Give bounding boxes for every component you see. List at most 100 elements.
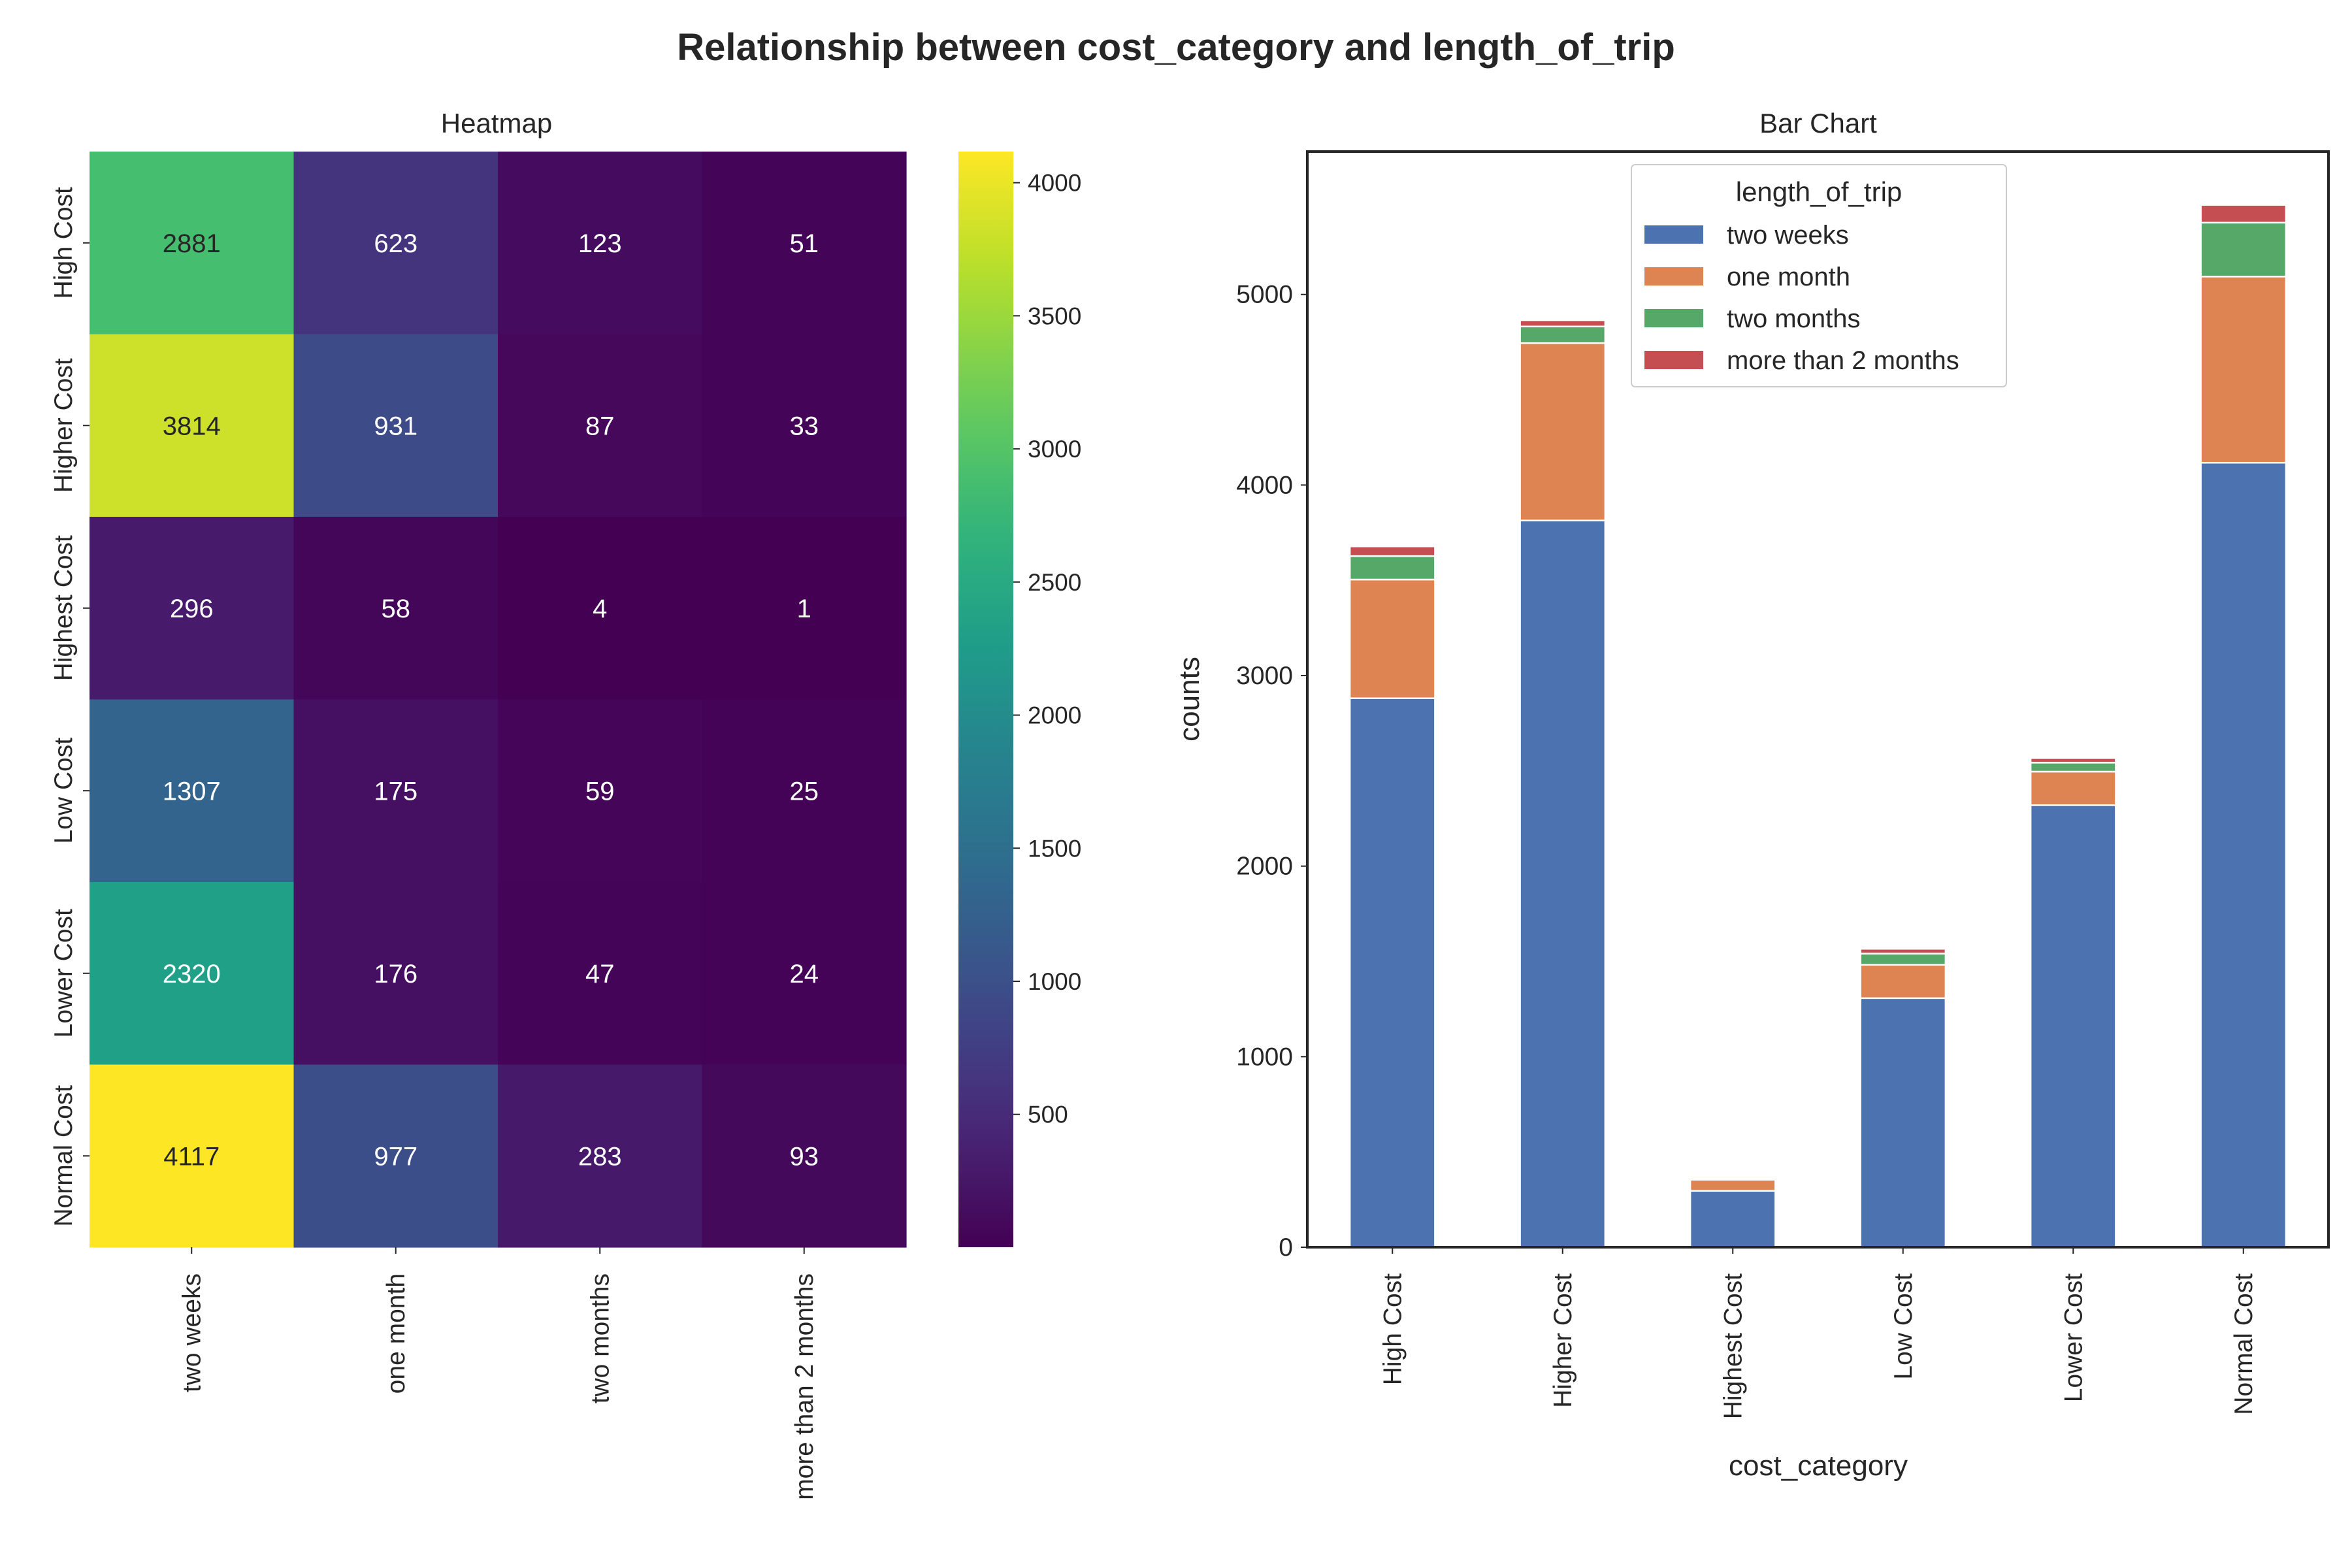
bar-y-tick-label: 3000 [1236, 662, 1293, 690]
heatmap-cell [293, 152, 498, 335]
colorbar-tick-label: 500 [1028, 1102, 1068, 1128]
legend-label: one month [1727, 263, 1850, 291]
bar-segment [1859, 948, 1947, 955]
bar-y-tick-label: 4000 [1236, 471, 1293, 499]
heatmap-column-label: two months [586, 1273, 614, 1403]
colorbar-tick-label: 3500 [1028, 302, 1081, 329]
heatmap-column-label: one month [382, 1273, 410, 1394]
heatmap-cell-label: 58 [382, 595, 411, 623]
heatmap-cell-label: 24 [790, 960, 819, 988]
legend-box [1631, 164, 2007, 387]
heatmap-cell [702, 882, 907, 1066]
bar-segment [2029, 804, 2117, 1249]
bar-segment [1689, 1179, 1776, 1192]
bar-segment [2200, 276, 2287, 464]
colorbar-tick-label: 2500 [1028, 569, 1081, 596]
legend-label: two weeks [1727, 221, 1849, 250]
heatmap-row-label: Normal Cost [50, 1085, 78, 1227]
bar-segment [1859, 953, 1947, 966]
bar-y-tick-label: 5000 [1236, 281, 1293, 309]
heatmap-cell [498, 1064, 703, 1248]
colorbar-tick-label: 1500 [1028, 835, 1081, 862]
heatmap-cell [293, 882, 498, 1066]
bar-segment [2029, 757, 2117, 764]
bar-y-axis-label: counts [1173, 657, 1205, 742]
bar-x-tick-label: Low Cost [1889, 1273, 1918, 1380]
bar-y-tick-label: 1000 [1236, 1043, 1293, 1071]
heatmap-cell [293, 1064, 498, 1248]
heatmap-cell-label: 623 [374, 229, 417, 258]
heatmap-cell [702, 1064, 907, 1248]
heatmap-cell-label: 977 [374, 1142, 417, 1171]
heatmap-cell-label: 33 [790, 412, 819, 440]
heatmap-column-label: two weeks [178, 1273, 206, 1392]
bar-segment [1519, 319, 1607, 327]
heatmap-cell-label: 123 [578, 229, 622, 258]
heatmap-panel: Heatmap 2881 623 123 51 3814 931 87 33 296 58 4 1 13… [50, 108, 1081, 1500]
heatmap-cell-label: 1307 [163, 777, 221, 806]
bar-panel: Bar Chart 0 1000 2000 3000 4000 5000 High Cos… [1173, 108, 2330, 1482]
heatmap-cell-label: 2320 [163, 960, 221, 988]
bar-segment [1348, 555, 1436, 581]
heatmap-cell [498, 517, 703, 700]
heatmap-cell-label: 176 [374, 960, 417, 988]
heatmap-row-label: Lower Cost [50, 909, 78, 1037]
bar-y-tick-label: 0 [1279, 1233, 1293, 1262]
heatmap-cell-label: 1 [797, 595, 811, 623]
heatmap-row-label: Low Cost [50, 738, 78, 844]
heatmap-cell-label: 93 [790, 1142, 819, 1171]
bar-segment [2200, 462, 2287, 1249]
bar-segment [1348, 697, 1436, 1249]
heatmap-row-label: Higher Cost [50, 358, 78, 493]
bar-y-tick-label: 2000 [1236, 853, 1293, 881]
heatmap-cell-label: 25 [790, 777, 819, 806]
heatmap-cell [293, 517, 498, 700]
heatmap-cell-label: 931 [374, 412, 417, 440]
heatmap-cell [498, 152, 703, 335]
heatmap-cell [90, 334, 295, 517]
heatmap-cell [498, 882, 703, 1066]
heatmap-cell-labels: 2881 623 123 51 3814 931 87 33 296 58 4 1 1307 175 59 2… [163, 229, 819, 1171]
colorbar-tick-label: 4000 [1028, 170, 1081, 197]
legend-swatch [1644, 267, 1703, 286]
heatmap-column-label: more than 2 months [791, 1273, 819, 1500]
heatmap-cell [90, 882, 295, 1066]
colorbar-tick-label: 1000 [1028, 968, 1081, 995]
heatmap-cell [90, 1064, 295, 1248]
bar-segment [2029, 762, 2117, 773]
bar-segment [1859, 964, 1947, 1000]
heatmap-cell [90, 152, 295, 335]
heatmap-cells [90, 152, 907, 1248]
bar-segment [1689, 1190, 1776, 1249]
heatmap-cell-label: 2881 [163, 229, 221, 258]
bar-plot-frame [1306, 150, 2330, 1249]
heatmap-cell-label: 283 [578, 1142, 622, 1171]
legend-title: length_of_trip [1736, 176, 1903, 207]
heatmap-cell [702, 334, 907, 517]
bar-segment [1519, 519, 1607, 1249]
heatmap-cell-label: 175 [374, 777, 417, 806]
heatmap-cell-label: 4117 [163, 1142, 220, 1171]
legend-swatch [1644, 225, 1703, 244]
heatmap-column-labels: two weeks one month two months more than 2 … [178, 1247, 819, 1500]
heatmap-cell-label: 3814 [163, 412, 221, 440]
colorbar-ramp [958, 152, 1013, 1247]
heatmap-cell [90, 517, 295, 700]
bar-x-tick-label: High Cost [1379, 1273, 1407, 1385]
heatmap-cell [702, 517, 907, 700]
bar-segment [1348, 578, 1436, 700]
bar-y-ticks: 0 1000 2000 3000 4000 5000 [1236, 281, 1307, 1262]
heatmap-title: Heatmap [441, 108, 552, 139]
heatmap-cell [293, 334, 498, 517]
heatmap-cell [293, 699, 498, 883]
heatmap-cell [702, 152, 907, 335]
bar-segment [1348, 546, 1436, 557]
bar-segment [2029, 770, 2117, 806]
heatmap-cell-label: 4 [593, 595, 607, 623]
bar-x-tick-label: Higher Cost [1549, 1273, 1577, 1408]
bar-x-axis-label: cost_category [1729, 1450, 1908, 1482]
heatmap-cell-label: 87 [585, 412, 615, 440]
bar-chart-title: Bar Chart [1759, 108, 1877, 139]
